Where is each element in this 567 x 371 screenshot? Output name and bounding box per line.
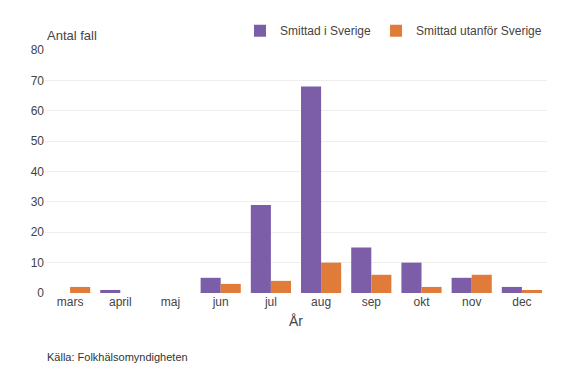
svg-text:jun: jun	[212, 295, 229, 309]
svg-text:jul: jul	[264, 295, 277, 309]
svg-text:60: 60	[31, 104, 45, 118]
svg-text:20: 20	[31, 225, 45, 239]
svg-text:70: 70	[31, 74, 45, 88]
svg-text:mars: mars	[57, 295, 84, 309]
svg-text:Smittad i Sverige: Smittad i Sverige	[280, 24, 371, 38]
svg-text:Smittad utanför Sverige: Smittad utanför Sverige	[416, 24, 542, 38]
svg-text:maj: maj	[161, 295, 180, 309]
svg-text:50: 50	[31, 134, 45, 148]
svg-text:aug: aug	[311, 295, 331, 309]
svg-text:Antal fall: Antal fall	[47, 28, 97, 43]
svg-text:År: År	[289, 313, 303, 329]
svg-text:Källa: Folkhälsomyndigheten: Källa: Folkhälsomyndigheten	[47, 351, 188, 363]
svg-text:30: 30	[31, 195, 45, 209]
svg-text:40: 40	[31, 165, 45, 179]
svg-text:0: 0	[37, 286, 44, 300]
svg-text:nov: nov	[462, 295, 481, 309]
svg-text:sep: sep	[362, 295, 382, 309]
svg-text:okt: okt	[413, 295, 430, 309]
svg-text:dec: dec	[512, 295, 531, 309]
svg-text:80: 80	[31, 43, 45, 57]
svg-text:april: april	[109, 295, 132, 309]
svg-text:10: 10	[31, 256, 45, 270]
